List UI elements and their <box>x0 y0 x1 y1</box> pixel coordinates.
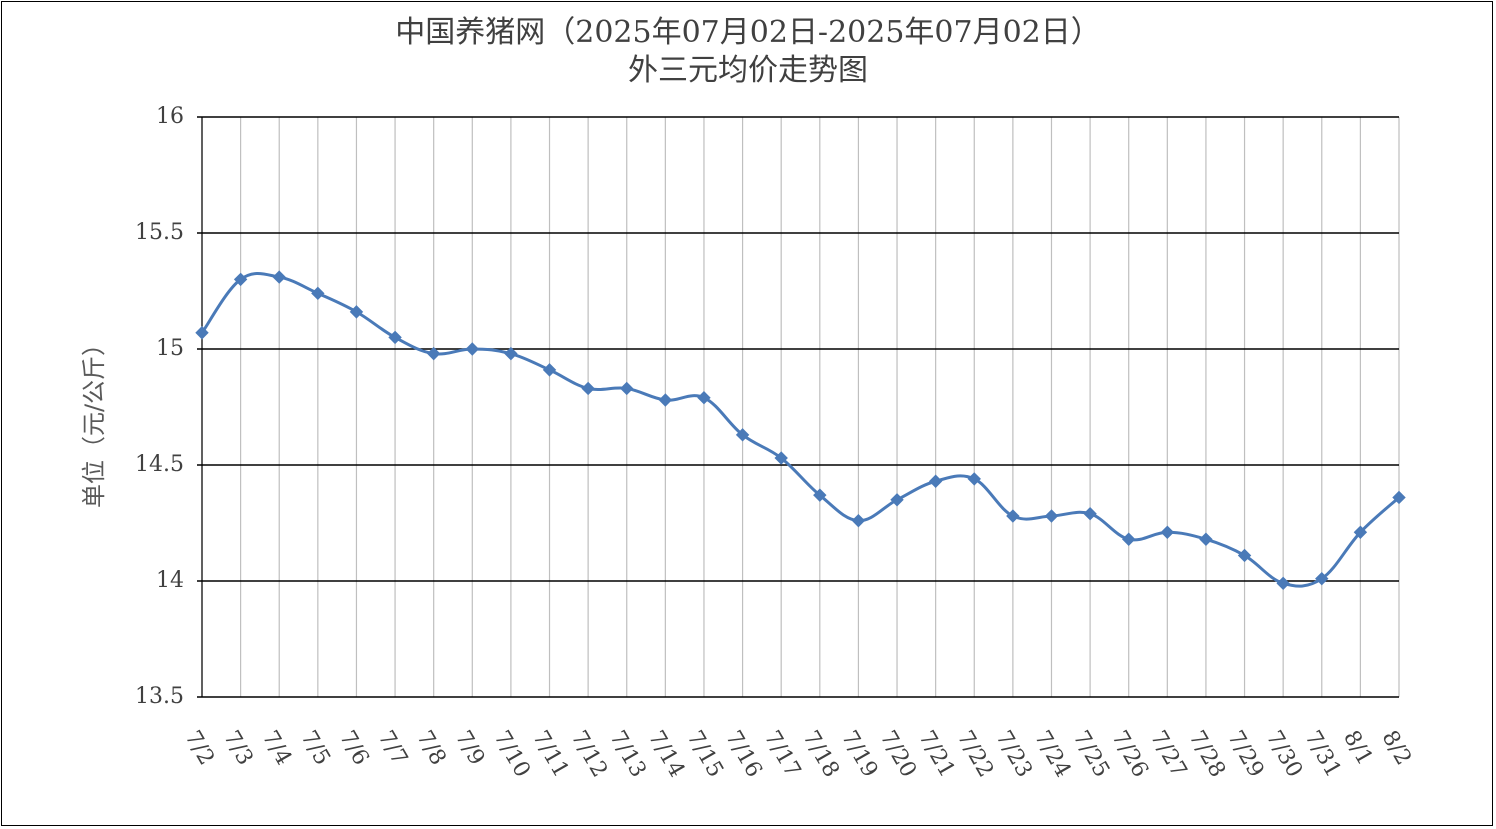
x-tick-label: 7/13 <box>604 727 650 782</box>
y-tick-label: 15.5 <box>135 220 184 245</box>
data-point <box>1006 509 1020 523</box>
x-tick-label: 7/28 <box>1184 727 1230 782</box>
x-tick-label: 7/14 <box>643 727 689 782</box>
data-point <box>697 391 711 405</box>
data-point <box>581 381 595 396</box>
data-point <box>465 342 479 356</box>
data-point <box>774 451 788 465</box>
x-tick-label: 7/6 <box>334 727 373 770</box>
data-point <box>1160 525 1175 539</box>
x-tick-label: 7/16 <box>720 727 766 782</box>
data-point <box>658 393 673 407</box>
x-axis-ticks: 7/2 7/3 7/4 7/5 7/6 7/7 7/8 7/9 7/107/117/127/13… <box>180 727 1416 782</box>
x-tick-label: 7/7 <box>373 727 412 770</box>
x-tick-label: 7/26 <box>1106 727 1152 782</box>
data-point <box>233 272 248 287</box>
vertical-gridlines <box>201 117 1400 697</box>
x-tick-label: 7/3 <box>218 727 257 770</box>
x-tick-label: 7/19 <box>836 727 882 782</box>
data-point <box>311 286 325 301</box>
x-tick-label: 7/12 <box>566 727 612 782</box>
data-point <box>1083 507 1097 521</box>
y-tick-label: 14 <box>156 568 184 593</box>
x-tick-label: 7/9 <box>450 727 489 770</box>
data-point <box>851 513 866 528</box>
x-tick-label: 7/24 <box>1029 727 1075 782</box>
data-point <box>272 270 286 284</box>
chart-title-block: 中国养猪网（2025年07月02日-2025年07月02日） 外三元均价走势图 <box>0 14 1496 90</box>
data-point <box>1044 509 1059 523</box>
x-tick-label: 7/25 <box>1068 727 1114 782</box>
x-tick-label: 7/10 <box>489 727 535 782</box>
y-tick-label: 14.5 <box>135 452 184 477</box>
y-tick-label: 15 <box>156 336 184 361</box>
x-tick-label: 7/22 <box>952 727 998 782</box>
y-axis-ticks: 16 15.5 15 14.5 14 13.5 <box>135 104 184 709</box>
data-point <box>620 381 634 396</box>
x-tick-label: 7/17 <box>759 727 805 782</box>
y-axis-label: 单位（元/公斤） <box>80 332 108 508</box>
data-point <box>542 363 557 377</box>
horizontal-gridlines <box>197 116 1399 698</box>
x-tick-label: 7/8 <box>411 727 450 770</box>
x-tick-label: 7/30 <box>1261 727 1307 782</box>
chart-subtitle: 外三元均价走势图 <box>628 53 868 88</box>
series-line <box>200 272 1401 588</box>
x-tick-label: 7/31 <box>1299 727 1345 782</box>
data-point <box>1237 548 1252 563</box>
data-point <box>1276 576 1290 591</box>
x-tick-label: 7/18 <box>797 727 843 782</box>
data-point <box>504 346 518 361</box>
x-tick-label: 7/23 <box>990 727 1036 782</box>
x-tick-label: 7/4 <box>257 727 296 770</box>
data-point <box>1353 525 1368 539</box>
x-tick-label: 7/15 <box>682 727 728 782</box>
x-tick-label: 7/21 <box>913 727 959 782</box>
data-point <box>813 488 827 502</box>
x-tick-label: 7/20 <box>875 727 921 782</box>
data-point <box>735 428 750 442</box>
data-point <box>1122 532 1136 546</box>
chart-title: 中国养猪网（2025年07月02日-2025年07月02日） <box>395 15 1101 50</box>
x-tick-label: 7/29 <box>1222 727 1268 782</box>
y-tick-label: 13.5 <box>135 684 184 709</box>
data-point <box>195 326 209 340</box>
x-tick-label: 8/2 <box>1377 727 1416 770</box>
data-point <box>426 346 441 361</box>
data-point <box>349 305 364 319</box>
data-point <box>1315 571 1329 586</box>
x-tick-label: 7/5 <box>295 727 334 770</box>
x-tick-label: 8/1 <box>1338 727 1377 770</box>
data-point <box>1392 490 1406 505</box>
data-markers <box>195 270 1406 591</box>
data-point <box>928 474 943 488</box>
data-point <box>1199 532 1213 546</box>
data-point <box>967 472 981 486</box>
x-tick-label: 7/27 <box>1145 727 1191 782</box>
y-tick-label: 16 <box>156 104 184 129</box>
x-tick-label: 7/2 <box>180 727 219 770</box>
x-tick-label: 7/11 <box>527 727 573 782</box>
data-point <box>388 330 402 345</box>
data-point <box>890 493 904 507</box>
